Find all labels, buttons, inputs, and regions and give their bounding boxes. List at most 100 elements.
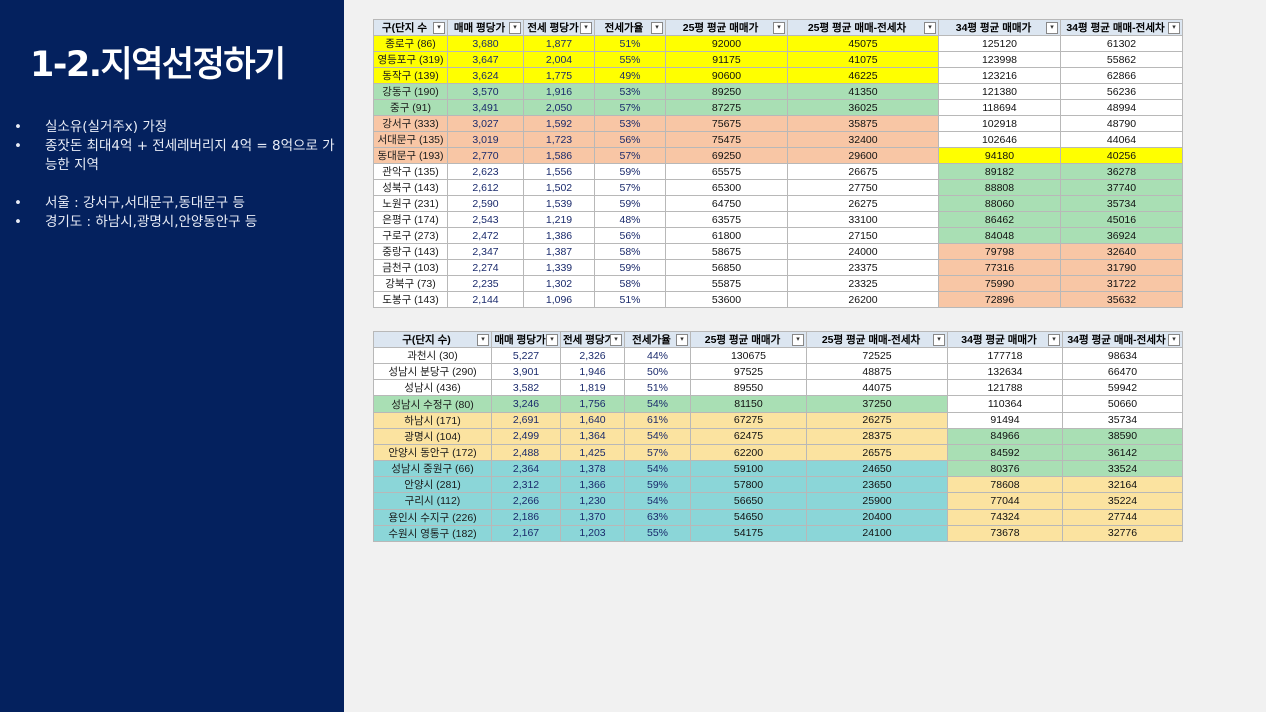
cell-avg-sale-25: 65300 [665, 179, 788, 196]
cell-avg-sale-34: 94180 [938, 147, 1061, 164]
table-row: 과천시 (30) 5,227 2,326 44% 130675 72525 177718 98… [373, 346, 1183, 365]
cell-jeonse-ratio: 63% [624, 508, 691, 526]
cell-avg-sale-34: 102646 [938, 131, 1061, 148]
cell-jeonse-price-per-pyeong: 1,756 [560, 395, 625, 413]
table-row: 은평구 (174) 2,543 1,219 48% 63575 33100 86462 450… [373, 211, 1183, 228]
table-row: 종로구 (86) 3,680 1,877 51% 92000 45075 125120 613… [373, 35, 1183, 52]
column-header-district-name: 구(단지 수) ▾ [373, 331, 492, 348]
cell-jeonse-ratio: 55% [594, 51, 666, 68]
filter-dropdown-icon[interactable]: ▾ [509, 21, 521, 34]
cell-jeonse-price-per-pyeong: 1,556 [523, 163, 595, 180]
cell-avg-sale-34: 121380 [938, 83, 1061, 100]
filter-dropdown-icon[interactable]: ▾ [933, 333, 945, 346]
filter-dropdown-icon[interactable]: ▾ [610, 333, 622, 346]
column-header-label: 전세 평당가 [527, 22, 579, 34]
cell-gap-25: 72525 [806, 346, 948, 365]
cell-district-name: 성남시 중원구 (66) [373, 460, 492, 478]
cell-avg-sale-34: 125120 [938, 35, 1061, 52]
bullet-text: 서울 : 강서구,서대문구,동대문구 등 [45, 195, 245, 211]
cell-district-name: 영등포구 (319) [373, 51, 448, 68]
cell-jeonse-price-per-pyeong: 1,723 [523, 131, 595, 148]
cell-jeonse-price-per-pyeong: 2,050 [523, 99, 595, 116]
filter-dropdown-icon[interactable]: ▾ [651, 21, 663, 34]
column-header-avg-sale-25: 25평 평균 매매가 ▾ [690, 331, 807, 348]
cell-gap-25: 23325 [787, 275, 939, 292]
column-header-jeonse-price-per-pyeong: 전세 평당가 ▾ [560, 331, 625, 348]
seoul-table-container: 구(단지 수 ▾ 매매 평당가 ▾ 전세 평당가 ▾ 전세가율 ▾ 25평 평균 매매가 ▾ 25평… [373, 19, 1183, 308]
cell-avg-sale-25: 64750 [665, 195, 788, 212]
cell-gap-34: 98634 [1062, 346, 1183, 365]
cell-jeonse-price-per-pyeong: 1,592 [523, 115, 595, 132]
filter-dropdown-icon[interactable]: ▾ [676, 333, 688, 346]
column-header-avg-sale-25: 25평 평균 매매가 ▾ [665, 19, 788, 36]
cell-district-name: 강서구 (333) [373, 115, 448, 132]
bullet-item: • 종잣돈 최대4억 + 전세레버리지 4억 = 8억으로 가능한 지역 [14, 137, 339, 175]
cell-avg-sale-25: 89250 [665, 83, 788, 100]
table-row: 수원시 영통구 (182) 2,167 1,203 55% 54175 24100 7367… [373, 524, 1183, 543]
bullet-dot-icon: • [14, 195, 22, 211]
cell-jeonse-price-per-pyeong: 1,370 [560, 508, 625, 526]
filter-dropdown-icon[interactable]: ▾ [924, 21, 936, 34]
cell-sale-price-per-pyeong: 2,499 [491, 427, 561, 445]
cell-district-name: 강동구 (190) [373, 83, 448, 100]
cell-gap-25: 45075 [787, 35, 939, 52]
filter-dropdown-icon[interactable]: ▾ [792, 333, 804, 346]
cell-jeonse-ratio: 57% [624, 443, 691, 462]
cell-sale-price-per-pyeong: 3,901 [491, 363, 561, 381]
cell-gap-25: 33100 [787, 211, 939, 228]
cell-sale-price-per-pyeong: 2,347 [447, 243, 524, 260]
cell-gap-34: 35632 [1060, 291, 1183, 308]
cell-jeonse-ratio: 51% [594, 35, 666, 52]
filter-dropdown-icon[interactable]: ▾ [477, 333, 489, 346]
bullet-dot-icon: • [14, 138, 22, 154]
cell-jeonse-ratio: 59% [594, 163, 666, 180]
filter-dropdown-icon[interactable]: ▾ [1168, 333, 1180, 346]
filter-dropdown-icon[interactable]: ▾ [1168, 21, 1180, 34]
cell-jeonse-price-per-pyeong: 1,096 [523, 291, 595, 308]
bullet-text: 실소유(실거주x) 가정 [45, 119, 168, 135]
cell-jeonse-ratio: 54% [624, 427, 691, 445]
filter-dropdown-icon[interactable]: ▾ [433, 21, 445, 34]
filter-dropdown-icon[interactable]: ▾ [1046, 21, 1058, 34]
cell-avg-sale-25: 65575 [665, 163, 788, 180]
filter-dropdown-icon[interactable]: ▾ [580, 21, 592, 34]
column-header-label: 34평 평균 매매가 [955, 22, 1032, 34]
cell-avg-sale-25: 62200 [690, 443, 807, 462]
cell-jeonse-price-per-pyeong: 1,586 [523, 147, 595, 164]
filter-dropdown-icon[interactable]: ▾ [546, 333, 558, 346]
cell-avg-sale-34: 73678 [947, 524, 1063, 543]
cell-gap-25: 26675 [787, 163, 939, 180]
cell-gap-25: 20400 [806, 508, 948, 526]
cell-gap-25: 24000 [787, 243, 939, 260]
cell-avg-sale-34: 75990 [938, 275, 1061, 292]
slide-title: 1-2.지역선정하기 [30, 45, 286, 85]
cell-gap-34: 45016 [1060, 211, 1183, 228]
column-header-label: 매매 평당가 [453, 22, 506, 34]
cell-jeonse-ratio: 44% [624, 346, 691, 365]
cell-gap-25: 29600 [787, 147, 939, 164]
cell-sale-price-per-pyeong: 3,624 [447, 67, 524, 84]
cell-jeonse-price-per-pyeong: 2,004 [523, 51, 595, 68]
column-header-avg-sale-34: 34평 평균 매매가 ▾ [938, 19, 1061, 36]
gyeonggi-district-table: 구(단지 수) ▾ 매매 평당가 ▾ 전세 평당가 ▾ 전세가율 ▾ 25평 평균 매매가 ▾ 25… [373, 331, 1183, 543]
cell-district-name: 도봉구 (143) [373, 291, 448, 308]
cell-avg-sale-25: 130675 [690, 346, 807, 365]
cell-gap-25: 26575 [806, 443, 948, 462]
filter-dropdown-icon[interactable]: ▾ [773, 21, 785, 34]
cell-sale-price-per-pyeong: 3,680 [447, 35, 524, 52]
cell-gap-34: 36924 [1060, 227, 1183, 244]
cell-jeonse-price-per-pyeong: 1,640 [560, 411, 625, 429]
filter-dropdown-icon[interactable]: ▾ [1048, 333, 1060, 346]
column-header-jeonse-price-per-pyeong: 전세 평당가 ▾ [523, 19, 595, 36]
cell-gap-34: 36278 [1060, 163, 1183, 180]
cell-avg-sale-34: 102918 [938, 115, 1061, 132]
cell-jeonse-price-per-pyeong: 1,502 [523, 179, 595, 196]
table-row: 동작구 (139) 3,624 1,775 49% 90600 46225 123216 62… [373, 67, 1183, 84]
column-header-district-name: 구(단지 수 ▾ [373, 19, 448, 36]
cell-jeonse-price-per-pyeong: 1,386 [523, 227, 595, 244]
cell-jeonse-price-per-pyeong: 1,916 [523, 83, 595, 100]
cell-avg-sale-25: 89550 [690, 379, 807, 397]
cell-jeonse-ratio: 57% [594, 99, 666, 116]
cell-district-name: 수원시 영통구 (182) [373, 524, 492, 543]
cell-avg-sale-25: 90600 [665, 67, 788, 84]
